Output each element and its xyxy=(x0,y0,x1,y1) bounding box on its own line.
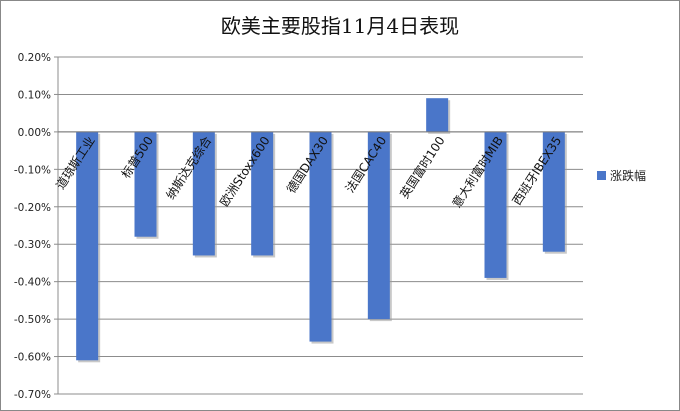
legend-swatch xyxy=(597,171,606,180)
y-tick-label: -0.40% xyxy=(14,277,51,289)
y-tick-label: -0.10% xyxy=(14,164,51,176)
chart-title: 欧美主要股指11月4日表现 xyxy=(221,14,459,38)
bar xyxy=(192,131,215,256)
y-tick-label: -0.30% xyxy=(14,239,51,251)
y-tick-label: -0.60% xyxy=(14,352,51,364)
bar xyxy=(367,131,390,320)
bar xyxy=(251,131,274,256)
y-tick-label: -0.50% xyxy=(14,314,51,326)
bar xyxy=(76,131,99,361)
legend-label: 涨跌幅 xyxy=(610,168,646,183)
y-tick-label: 0.20% xyxy=(18,52,51,64)
y-tick-label: -0.70% xyxy=(14,389,51,401)
legend: 涨跌幅 xyxy=(597,168,646,183)
bar xyxy=(542,131,565,252)
bar xyxy=(309,131,332,342)
bar xyxy=(426,98,449,132)
y-tick-label: -0.20% xyxy=(14,202,51,214)
y-tick-label: 0.00% xyxy=(18,127,51,139)
bar xyxy=(484,131,507,278)
y-axis-ticks: 0.20% 0.10% 0.00% -0.10% -0.20% -0.30% -0.40% -… xyxy=(14,52,51,401)
bar xyxy=(134,131,157,237)
y-tick-label: 0.10% xyxy=(18,89,51,101)
bars xyxy=(76,98,567,363)
